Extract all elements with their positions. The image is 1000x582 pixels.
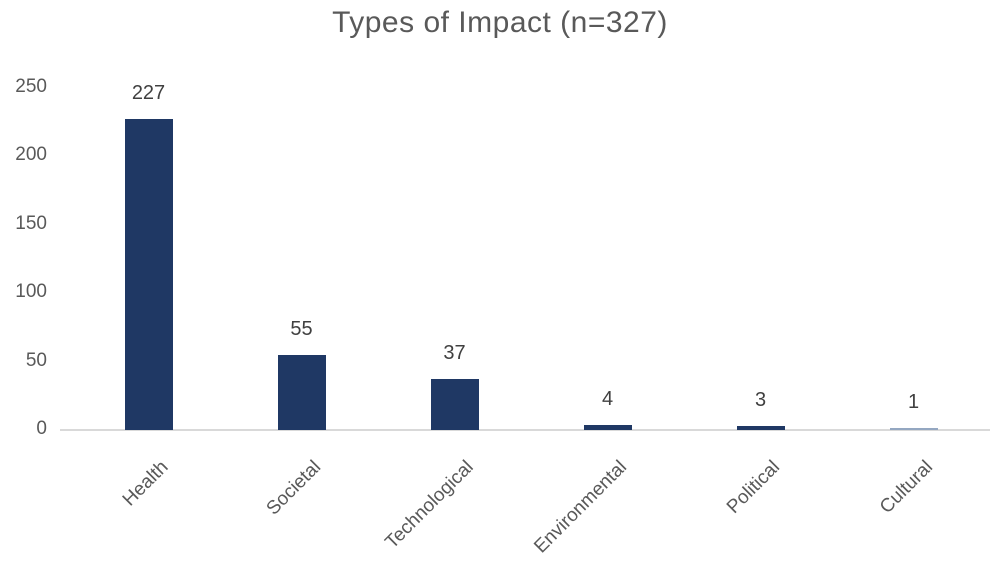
bar-societal: [277, 355, 326, 430]
x-category-label: Environmental: [530, 456, 632, 558]
bar-cultural: [889, 428, 938, 430]
x-category-label: Technological: [381, 456, 479, 553]
x-category-label: Health: [118, 456, 173, 511]
y-tick-label: 50: [25, 349, 47, 371]
x-category-label: Societal: [262, 456, 326, 520]
y-tick-label: 150: [15, 212, 47, 234]
chart-title: Types of Impact (n=327): [332, 6, 668, 39]
bar-technological: [430, 379, 479, 430]
x-axis-line: [60, 429, 990, 431]
x-category-label: Political: [722, 456, 785, 518]
y-tick-label: 200: [15, 144, 47, 166]
bar-value-label: 55: [290, 318, 313, 340]
bar-value-label: 227: [131, 82, 166, 104]
bar-health: [124, 119, 173, 430]
bar-environmental: [583, 425, 632, 430]
y-tick-label: 0: [36, 418, 47, 439]
bar-value-label: 4: [601, 388, 614, 410]
y-tick-label: 250: [15, 76, 47, 97]
bar-value-label: 3: [754, 389, 767, 411]
bar-value-label: 1: [907, 391, 920, 413]
bar-political: [736, 426, 785, 430]
x-category-label: Cultural: [875, 456, 938, 518]
bar-value-label: 37: [443, 342, 466, 364]
y-tick-label: 100: [15, 281, 47, 303]
